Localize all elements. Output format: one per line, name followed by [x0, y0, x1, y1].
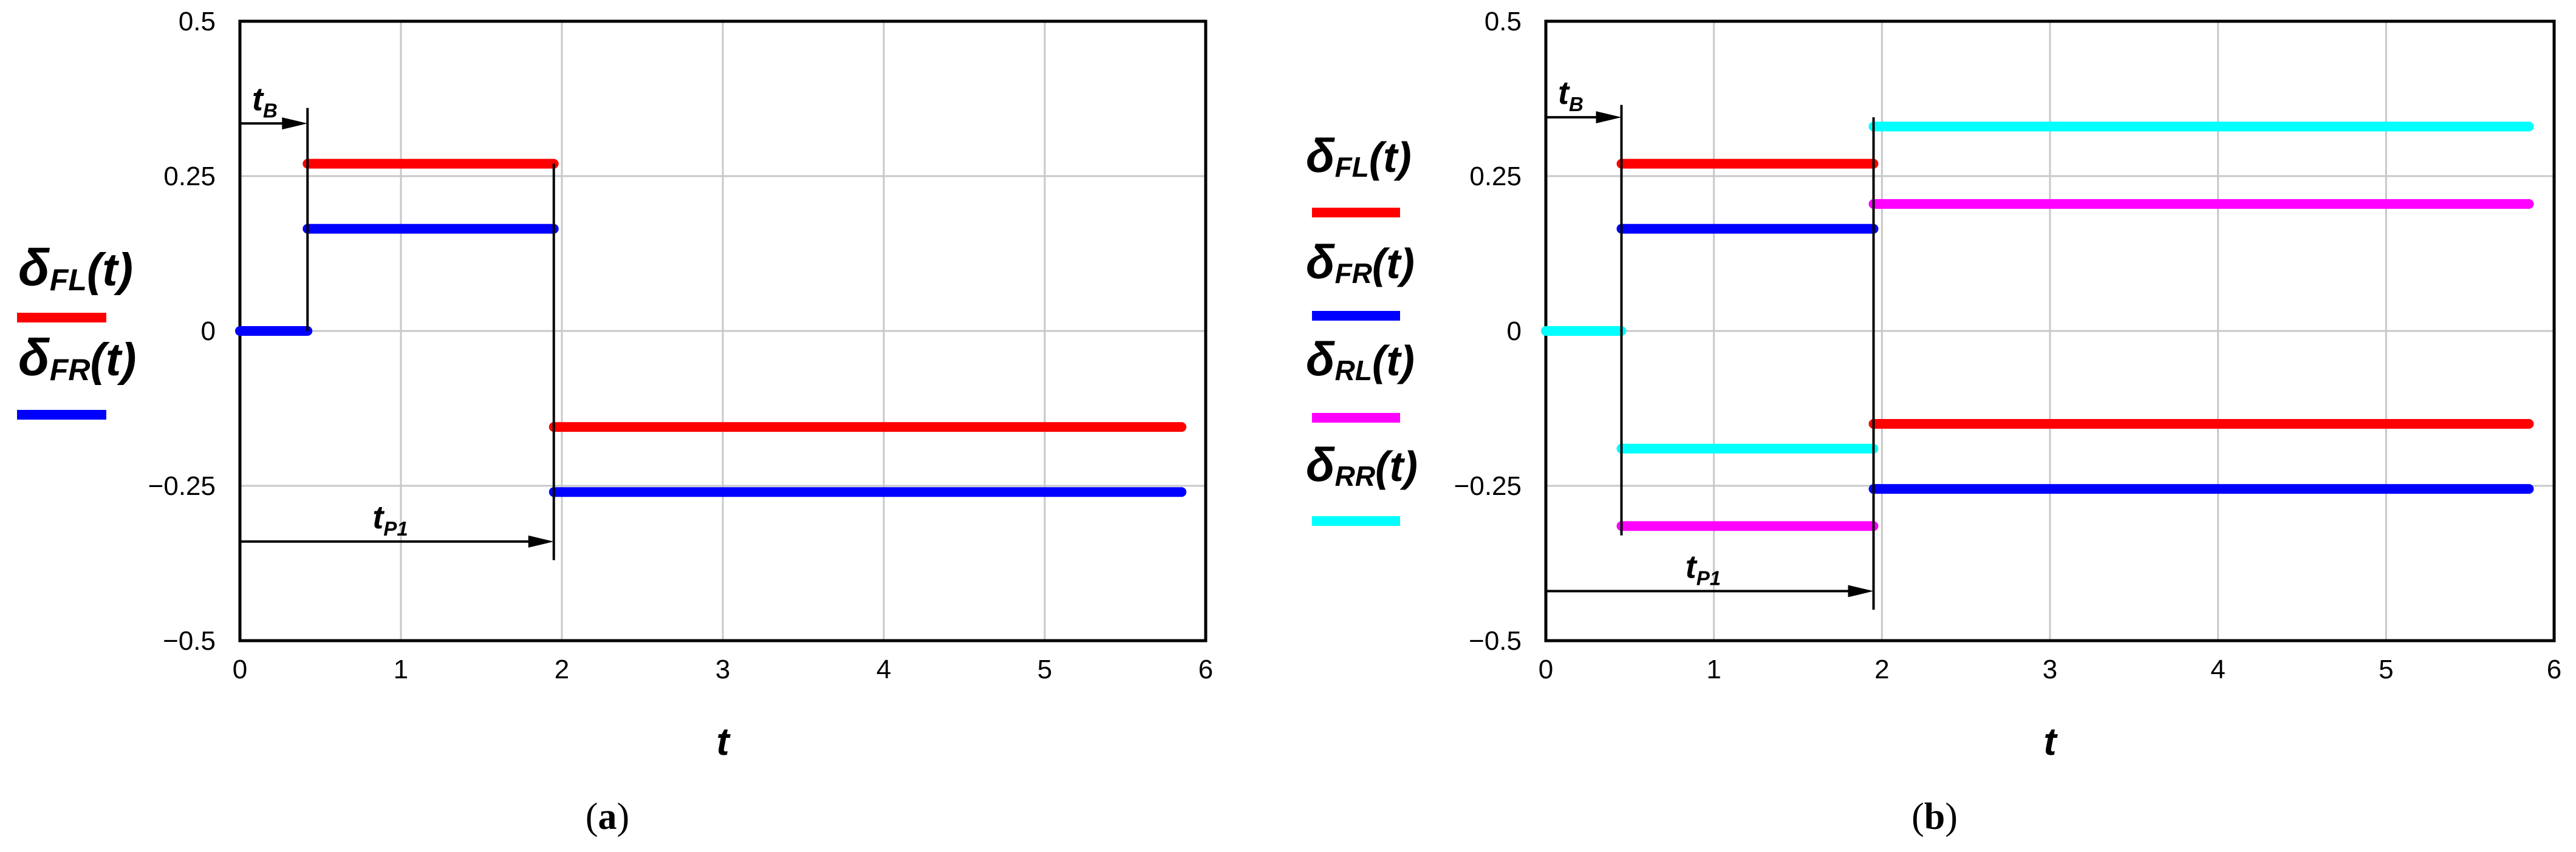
chart-b: 0 1 2 3 4 5 60.50.250−0.25−0.5ttBtP1δFL(t)δFR(…: [1306, 7, 2561, 837]
caption-close: ): [617, 796, 630, 837]
legend-symbol: δ: [1306, 129, 1335, 182]
caption-letter: b: [1924, 796, 1945, 837]
annotation-main: t: [372, 499, 384, 536]
legend-symbol: δ: [1306, 235, 1335, 288]
x-tick-label: 1: [394, 655, 408, 684]
x-tick-label: 2: [1874, 655, 1889, 684]
y-tick-label: 0.25: [1469, 162, 1522, 191]
legend-subscript: FL: [50, 263, 87, 297]
grid-lines: [240, 21, 1206, 641]
y-tick-label: 0: [201, 316, 216, 346]
annotation-arrowhead: [528, 535, 554, 548]
x-tick-label: 3: [716, 655, 730, 684]
legend-symbol: δ: [18, 239, 50, 297]
legend-symbol: δ: [18, 329, 50, 387]
annotation-main: t: [1686, 548, 1698, 585]
annotation-label: tP1: [372, 499, 408, 540]
legend-subscript: FL: [1335, 151, 1369, 183]
legend-label-rr: δRR(t): [1306, 438, 1418, 492]
legend-argument: (t): [1372, 240, 1415, 287]
annotation-label: tB: [252, 81, 278, 121]
legend-argument: (t): [91, 334, 137, 386]
x-tick-label: 6: [2547, 655, 2561, 684]
annotation-main: t: [252, 81, 264, 117]
x-tick-label: 2: [555, 655, 569, 684]
legend-symbol: δ: [1306, 332, 1335, 386]
y-tick-label: 0.5: [179, 7, 216, 36]
legend-subscript: FR: [1335, 257, 1372, 289]
legend-argument: (t): [1375, 443, 1418, 490]
legend-subscript: FR: [50, 353, 91, 387]
y-tick-label: −0.25: [1454, 471, 1522, 501]
annotation-arrowhead: [1848, 585, 1874, 598]
annotation-arrowhead: [282, 117, 308, 130]
legend-label-rl: δRL(t): [1306, 332, 1415, 386]
legend-argument: (t): [87, 244, 133, 296]
y-tick-label: −0.5: [1469, 626, 1522, 656]
caption-open: (: [1912, 796, 1924, 837]
annotation-main: t: [1558, 75, 1570, 111]
caption-open: (: [586, 796, 598, 837]
caption-close: ): [1945, 796, 1958, 837]
legend-label-fl: δFL(t): [18, 239, 133, 297]
y-tick-label: −0.25: [148, 471, 216, 501]
series-rr: [1541, 121, 2534, 454]
grid-lines: [1546, 21, 2554, 641]
legend-subscript: RR: [1335, 460, 1375, 492]
legend-label-fr: δFR(t): [1306, 235, 1415, 289]
y-tick-label: 0.5: [1484, 7, 1522, 36]
series-fl: [1616, 158, 2534, 429]
annotation-sub: P1: [1696, 567, 1721, 589]
x-tick-label: 5: [1037, 655, 1052, 684]
series-fr: [235, 223, 1187, 497]
annotation-label: tP1: [1686, 548, 1721, 589]
chart-a: 0 1 2 3 4 5 60.50.250−0.25−0.5ttBtP1δFL(t)δFR(…: [17, 7, 1213, 837]
annotation-sub: P1: [383, 517, 408, 540]
caption-letter: a: [598, 796, 617, 837]
annotation-sub: B: [263, 99, 278, 121]
y-tick-label: −0.5: [163, 626, 216, 656]
x-tick-label: 3: [2043, 655, 2057, 684]
x-tick-label: 4: [2210, 655, 2225, 684]
figure-caption: (b): [1912, 796, 1958, 837]
legend-argument: (t): [1372, 337, 1415, 384]
annotation-label: tB: [1558, 75, 1584, 115]
x-tick-label: 1: [1706, 655, 1721, 684]
legend-label-fr: δFR(t): [18, 329, 136, 387]
legend-symbol: δ: [1306, 438, 1335, 491]
x-tick-label: 0: [1539, 655, 1553, 684]
x-axis-label: t: [716, 720, 731, 763]
y-tick-label: 0: [1507, 316, 1522, 346]
x-axis-label: t: [2043, 720, 2058, 763]
y-tick-label: 0.25: [163, 162, 216, 191]
x-tick-label: 4: [876, 655, 891, 684]
annotation-sub: B: [1569, 93, 1584, 115]
series-fr: [1616, 223, 2534, 494]
x-tick-label: 6: [1198, 655, 1213, 684]
figure-caption: (a): [586, 796, 629, 837]
annotation-arrowhead: [1596, 111, 1622, 124]
x-tick-label: 5: [2379, 655, 2393, 684]
legend-label-fl: δFL(t): [1306, 129, 1412, 183]
legend-subscript: RL: [1335, 355, 1372, 386]
series-fl: [302, 158, 1187, 432]
series-rl: [1616, 199, 2534, 531]
legend-argument: (t): [1369, 134, 1412, 181]
x-tick-label: 0: [233, 655, 247, 684]
